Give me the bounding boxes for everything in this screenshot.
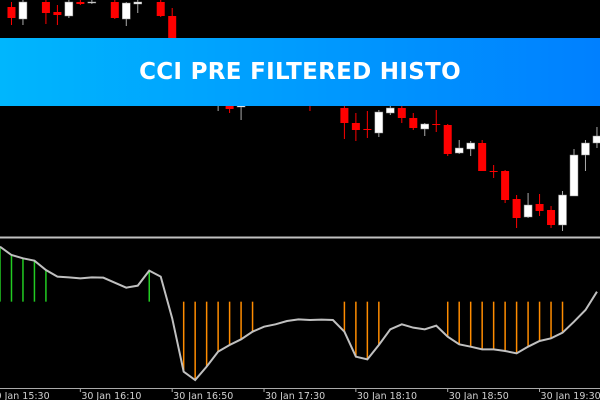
pane-separator	[0, 236, 600, 239]
candle-body	[535, 204, 544, 211]
candle-body	[64, 1, 74, 17]
candle-body	[443, 125, 452, 154]
x-tick-label: 30 Jan 18:10	[357, 391, 417, 400]
candle-body	[466, 142, 475, 150]
candle-body	[547, 210, 556, 225]
x-tick-label: 30 Jan 17:30	[265, 391, 325, 400]
x-tick-label: 30 Jan 16:50	[173, 391, 233, 400]
candle-body	[397, 108, 406, 118]
candle-body	[7, 7, 16, 18]
x-tick-label: 30 Jan 15:30	[0, 391, 50, 400]
x-tick-label: 30 Jan 18:50	[449, 391, 509, 400]
pane-gap	[0, 238, 600, 240]
candle-body	[363, 129, 372, 130]
candle-body	[87, 1, 97, 4]
candle-body	[432, 124, 441, 125]
candle-body	[489, 171, 498, 172]
candle-body	[76, 2, 85, 4]
candle-body	[156, 2, 165, 16]
candle-body	[523, 204, 533, 218]
candle-body	[133, 1, 143, 5]
x-tick-label: 30 Jan 19:30	[541, 391, 600, 400]
candle-body	[420, 123, 430, 130]
candle-body	[592, 135, 600, 144]
candle-body	[18, 1, 28, 20]
cci-line	[0, 245, 598, 382]
candle-body	[351, 123, 360, 130]
x-tick-label: 30 Jan 16:10	[81, 391, 141, 400]
candle-body	[122, 2, 131, 20]
candle-body	[386, 107, 395, 114]
candle-body	[340, 108, 349, 123]
candle-body	[41, 2, 50, 13]
title-banner: CCI PRE FILTERED HISTO	[0, 38, 600, 106]
candle-body	[512, 199, 521, 218]
banner-title: CCI PRE FILTERED HISTO	[139, 59, 461, 85]
candle-body	[501, 171, 510, 200]
candle-body	[569, 154, 579, 197]
candle-body	[53, 12, 62, 15]
candle-body	[409, 118, 418, 128]
candle-body	[374, 111, 384, 134]
candle-body	[581, 142, 590, 156]
candle-body	[110, 2, 119, 18]
candle-body	[478, 143, 487, 171]
candle-body	[454, 147, 464, 154]
candle-body	[558, 194, 567, 226]
